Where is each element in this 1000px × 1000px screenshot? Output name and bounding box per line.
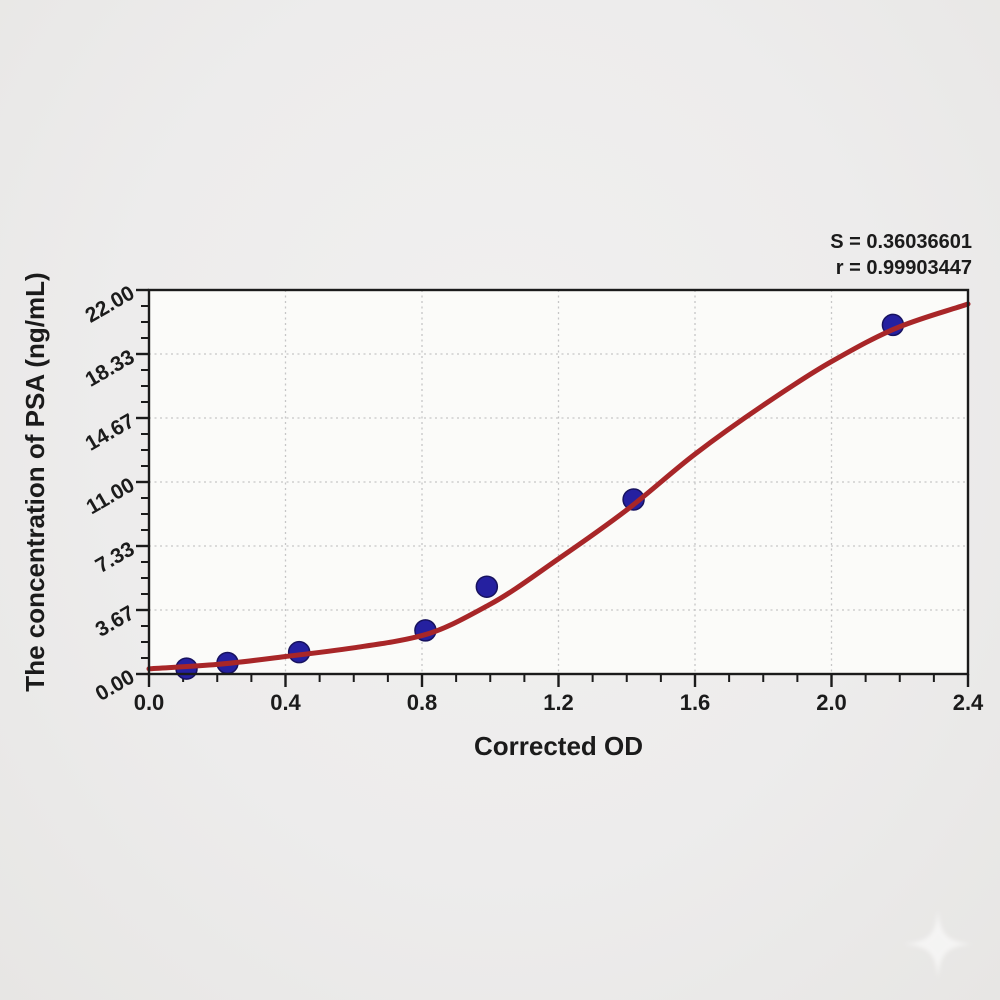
data-point: [622, 488, 645, 511]
annotation-r-value: r = 0.99903447: [836, 257, 972, 279]
regression-curve-line: [146, 301, 971, 672]
y-tick-label: 14.67: [81, 409, 138, 455]
x-tick-label: 0.0: [134, 690, 165, 715]
axis-ticks: [136, 288, 970, 687]
y-tick-label: 0.00: [92, 665, 139, 705]
data-point: [475, 575, 499, 598]
y-tick-label: 7.33: [92, 537, 139, 577]
y-tick-label: 18.33: [81, 345, 138, 391]
gridlines: [149, 290, 968, 674]
plot-frame: [147, 288, 970, 676]
y-tick-label: 3.67: [92, 601, 139, 641]
y-axis-title: The concentration of PSA (ng/mL): [20, 272, 50, 691]
x-tick-label: 0.8: [407, 690, 438, 715]
y-tick-label: 11.00: [82, 473, 138, 519]
x-tick-label: 2.0: [816, 690, 847, 715]
sparkle-watermark-icon: [904, 910, 972, 978]
x-tick-label: 2.4: [953, 690, 984, 715]
x-tick-label: 1.2: [543, 690, 574, 715]
y-tick-label: 22.00: [81, 281, 138, 327]
x-axis-title: Corrected OD: [474, 731, 643, 761]
annotation-s-value: S = 0.36036601: [830, 231, 972, 253]
x-tick-label: 1.6: [680, 690, 711, 715]
x-tick-label: 0.4: [270, 690, 301, 715]
